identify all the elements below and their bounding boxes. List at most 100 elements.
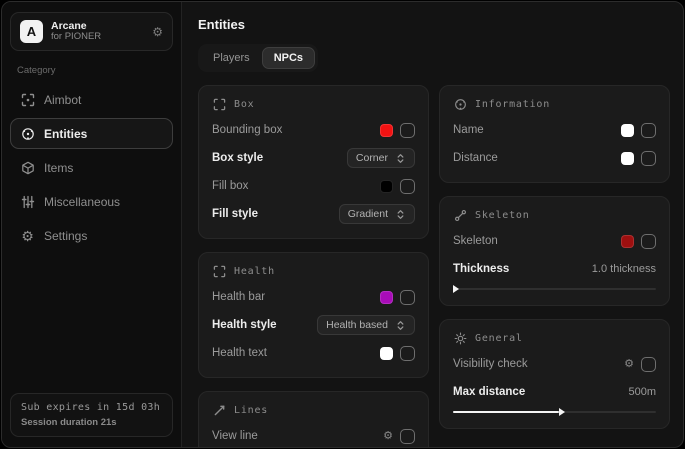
health-card: Health Health bar Health style Health ba…: [198, 252, 429, 378]
checkbox[interactable]: [641, 233, 656, 249]
color-swatch[interactable]: [380, 179, 393, 193]
subscription-panel: Sub expires in 15d 03h Session duration …: [10, 393, 173, 437]
checkbox[interactable]: [400, 122, 415, 138]
tab-npcs[interactable]: NPCs: [261, 47, 316, 69]
unfold-icon: [397, 320, 404, 330]
checkbox[interactable]: [641, 356, 656, 372]
slider-fill: [453, 411, 559, 413]
card-header: Information: [453, 97, 656, 111]
slider-thumb[interactable]: [558, 408, 565, 416]
unfold-icon: [397, 209, 404, 219]
setting-label: Max distance: [453, 386, 526, 398]
sun-icon: [453, 331, 467, 345]
general-card: General Visibility check ⚙ Max distance …: [439, 319, 670, 429]
card-title: Information: [475, 98, 551, 110]
thickness-slider[interactable]: [453, 285, 656, 293]
brand-text: Arcane for PIONER: [51, 20, 144, 43]
setting-row-health-text: Health text: [212, 341, 415, 365]
sidebar-item-items[interactable]: Items: [10, 152, 173, 183]
card-header: Health: [212, 264, 415, 278]
card-title: Health: [234, 265, 275, 277]
setting-label: Fill style: [212, 208, 259, 220]
setting-row-max-distance: Max distance 500m: [453, 380, 656, 404]
color-swatch[interactable]: [380, 290, 393, 304]
checkbox[interactable]: [400, 428, 415, 444]
card-header: General: [453, 331, 656, 345]
session-duration-text: Session duration 21s: [21, 417, 117, 428]
setting-row-fill-box: Fill box: [212, 174, 415, 198]
card-columns: Box Bounding box Box style Corner: [198, 85, 670, 447]
setting-label: Bounding box: [212, 124, 283, 136]
setting-row-distance: Distance: [453, 146, 656, 170]
setting-label: View line: [212, 430, 258, 442]
setting-label: Distance: [453, 152, 498, 164]
setting-label: Health bar: [212, 291, 266, 303]
tab-players[interactable]: Players: [213, 52, 250, 64]
setting-row-visibility-check: Visibility check ⚙: [453, 352, 656, 376]
card-title: Skeleton: [475, 209, 530, 221]
scan-icon: [212, 264, 226, 278]
color-swatch[interactable]: [621, 123, 634, 137]
setting-label: Thickness: [453, 263, 510, 275]
brand-card: A Arcane for PIONER ⚙: [10, 12, 173, 51]
color-swatch[interactable]: [621, 151, 634, 165]
sidebar-item-settings[interactable]: ⚙ Settings: [10, 220, 173, 251]
checkbox[interactable]: [641, 122, 656, 138]
card-header: Lines: [212, 403, 415, 417]
dropdown-value: Health based: [326, 319, 388, 331]
sidebar-item-entities[interactable]: Entities: [10, 118, 173, 149]
sidebar-item-aimbot[interactable]: Aimbot: [10, 84, 173, 115]
checkbox[interactable]: [400, 289, 415, 305]
slider-track: [453, 288, 656, 290]
dropdown-value: Corner: [355, 152, 388, 164]
slider-thumb[interactable]: [453, 285, 459, 293]
setting-row-name: Name: [453, 118, 656, 142]
setting-row-health-bar: Health bar: [212, 285, 415, 309]
sidebar-item-label: Entities: [44, 126, 88, 141]
setting-row-fill-style: Fill style Gradient: [212, 202, 415, 226]
unfold-icon: [397, 153, 404, 163]
setting-row-health-style: Health style Health based: [212, 313, 415, 337]
entity-tabs: Players NPCs: [198, 44, 319, 72]
card-title: Box: [234, 98, 255, 110]
setting-label: Health style: [212, 319, 277, 331]
main-panel: Entities Players NPCs Box: [182, 2, 683, 447]
gear-icon[interactable]: ⚙: [152, 24, 163, 39]
color-swatch[interactable]: [380, 123, 393, 137]
color-swatch[interactable]: [380, 346, 393, 360]
sliders-icon: [20, 194, 35, 209]
setting-label: Skeleton: [453, 235, 498, 247]
gear-icon[interactable]: ⚙: [383, 429, 393, 442]
checkbox[interactable]: [641, 150, 656, 166]
dropdown-value: Gradient: [347, 208, 388, 220]
cube-icon: [20, 160, 35, 175]
scan-icon: [212, 97, 226, 111]
card-title: General: [475, 332, 523, 344]
gear-icon: ⚙: [21, 227, 34, 244]
sidebar: A Arcane for PIONER ⚙ Category Aimbot: [2, 2, 182, 447]
setting-row-thickness: Thickness 1.0 thickness: [453, 257, 656, 281]
sidebar-item-label: Miscellaneous: [44, 194, 121, 209]
setting-label: Box style: [212, 152, 264, 164]
setting-row-skeleton: Skeleton: [453, 229, 656, 253]
setting-label: Visibility check: [453, 358, 528, 370]
color-swatch[interactable]: [621, 234, 634, 248]
checkbox[interactable]: [400, 345, 415, 361]
max-distance-value: 500m: [628, 386, 656, 398]
health-style-dropdown[interactable]: Health based: [317, 315, 415, 335]
app-name: Arcane: [51, 20, 87, 32]
box-style-dropdown[interactable]: Corner: [346, 148, 415, 168]
crosshair-icon: [20, 92, 35, 107]
right-column: Information Name Distance: [439, 85, 670, 429]
checkbox[interactable]: [400, 178, 415, 194]
card-header: Skeleton: [453, 208, 656, 222]
fill-style-dropdown[interactable]: Gradient: [338, 204, 415, 224]
max-distance-slider[interactable]: [453, 408, 656, 416]
gear-icon[interactable]: ⚙: [624, 357, 634, 370]
app-subtitle: for PIONER: [51, 31, 102, 43]
app-logo: A: [20, 20, 43, 43]
sidebar-item-miscellaneous[interactable]: Miscellaneous: [10, 186, 173, 217]
sidebar-item-label: Items: [44, 160, 74, 175]
setting-label: Name: [453, 124, 484, 136]
